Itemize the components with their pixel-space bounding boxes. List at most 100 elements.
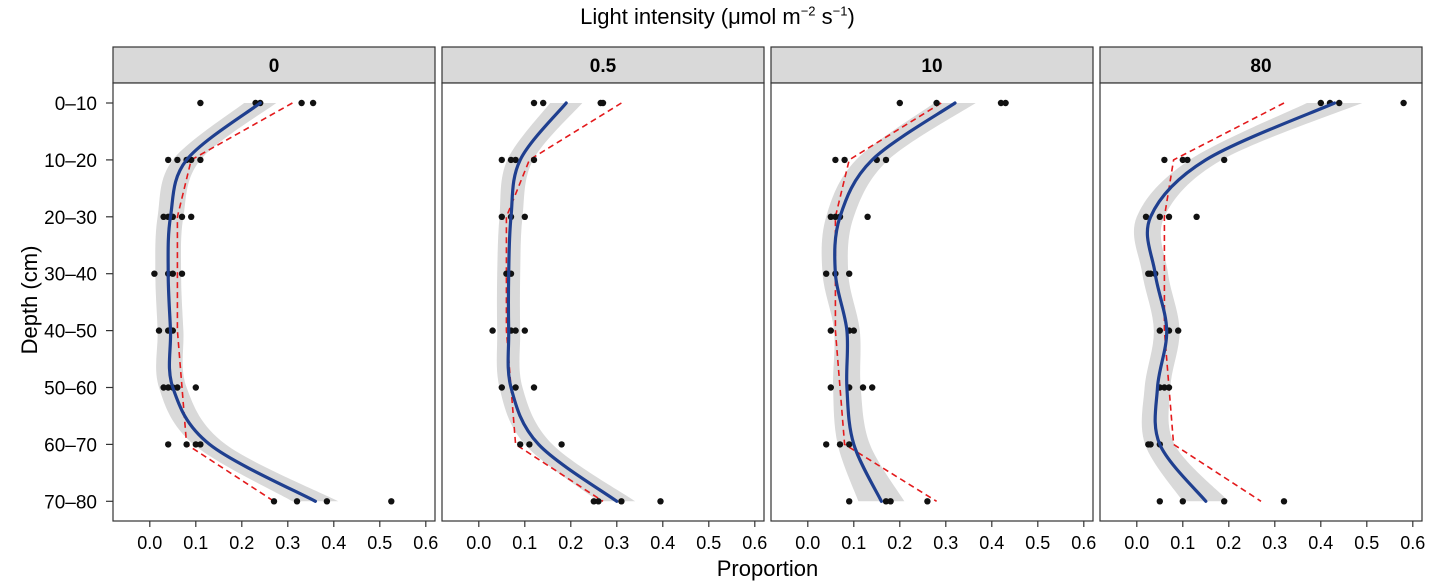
data-point — [896, 99, 903, 107]
data-point — [882, 498, 890, 505]
data-point — [846, 441, 853, 448]
data-point — [498, 384, 505, 391]
smooth-fit-line — [506, 101, 619, 503]
x-tick-label: 0.6 — [742, 533, 767, 553]
x-axis-title: Proportion — [716, 556, 819, 581]
data-point — [517, 441, 524, 448]
plot-area — [441, 82, 765, 522]
data-point — [151, 270, 158, 277]
smooth-fit-line — [833, 101, 957, 503]
x-tick-label: 0.2 — [887, 533, 912, 553]
data-point — [869, 384, 876, 391]
data-point — [526, 441, 533, 448]
data-point — [1179, 498, 1187, 505]
data-point — [169, 270, 176, 277]
data-point — [1142, 213, 1150, 220]
data-point — [997, 99, 1005, 107]
data-point — [512, 156, 519, 164]
data-point — [1147, 441, 1154, 448]
data-point — [823, 441, 830, 448]
data-point — [178, 213, 186, 220]
data-point — [846, 498, 853, 505]
data-point — [270, 498, 278, 505]
x-tick-label: 0.4 — [650, 533, 675, 553]
facet-strip-label: 10 — [921, 56, 942, 77]
data-point — [498, 156, 505, 164]
data-point — [165, 441, 172, 448]
x-tick-label: 0.5 — [367, 533, 392, 553]
x-tick-label: 0.3 — [275, 533, 300, 553]
x-tick-label: 0.5 — [1354, 533, 1379, 553]
data-point — [530, 156, 538, 164]
data-point — [599, 99, 607, 107]
y-tick-label: 30–40 — [44, 265, 97, 286]
x-tick-label: 0.2 — [1216, 533, 1241, 553]
x-tick-label: 0.6 — [1400, 533, 1425, 553]
plot-area — [770, 82, 1094, 522]
facet-panel-0: 0 0.0 0.1 0.2 0.3 0.4 0.5 0.6 — [112, 46, 438, 553]
data-point — [924, 498, 931, 505]
data-point — [512, 384, 519, 391]
data-point — [530, 384, 538, 391]
data-point — [1161, 384, 1168, 391]
data-point — [192, 384, 199, 391]
mean-dashed-line — [505, 102, 622, 502]
data-point — [836, 441, 844, 448]
y-tick-label: 40–50 — [44, 322, 97, 343]
x-tick-label: 0.0 — [1124, 533, 1149, 553]
data-point — [1002, 99, 1009, 107]
x-tick-label: 0.2 — [558, 533, 583, 553]
data-point — [197, 99, 204, 107]
data-point — [882, 156, 890, 164]
data-point — [309, 99, 317, 107]
facet-strip — [441, 46, 765, 84]
data-point — [827, 327, 834, 334]
x-tick-label: 0.3 — [933, 533, 958, 553]
x-tick-label: 0.5 — [696, 533, 721, 553]
facet-title-mid: s — [815, 4, 833, 29]
x-tick-label: 0.0 — [795, 533, 820, 553]
data-point — [1175, 327, 1182, 334]
data-point — [1317, 99, 1325, 107]
x-tick-label: 0.3 — [1262, 533, 1287, 553]
confidence-ribbon — [821, 103, 976, 502]
y-tick-label: 10–20 — [44, 151, 97, 172]
data-point — [160, 384, 167, 391]
data-point — [887, 498, 894, 505]
data-point — [859, 384, 867, 391]
data-point — [521, 327, 528, 334]
smooth-fit-line — [1145, 101, 1337, 503]
data-point — [1221, 498, 1228, 505]
data-point — [823, 270, 830, 277]
data-point — [388, 498, 395, 505]
data-point — [864, 213, 871, 220]
data-point — [178, 270, 186, 277]
x-tick-label: 0.4 — [321, 533, 346, 553]
smooth-fit-line — [166, 101, 317, 503]
confidence-ribbon — [1133, 103, 1363, 502]
x-tick-label: 0.1 — [841, 533, 866, 553]
y-tick-label: 0–10 — [55, 94, 97, 115]
data-point — [507, 156, 515, 164]
data-point — [558, 441, 565, 448]
data-point — [498, 213, 505, 220]
data-point — [183, 441, 190, 448]
data-point — [521, 213, 528, 220]
data-point — [489, 327, 496, 334]
mean-dashed-line — [834, 102, 942, 502]
data-point — [323, 498, 331, 505]
facet-title-prefix: Light intensity (μmol m — [580, 4, 801, 29]
facet-strip — [112, 46, 436, 84]
plot-area — [1099, 82, 1423, 522]
facet-title-suffix: ) — [847, 4, 855, 29]
data-point — [1280, 498, 1288, 505]
x-tick-label: 0.6 — [1071, 533, 1096, 553]
y-tick-label: 60–70 — [44, 435, 97, 456]
data-point — [174, 384, 181, 391]
facet-panel-80: 80 0.0 0.1 0.2 0.3 0.4 0.5 0.6 — [1099, 46, 1425, 553]
data-point — [832, 156, 839, 164]
y-tick-label: 70–80 — [44, 492, 97, 513]
x-tick-label: 0.5 — [1025, 533, 1050, 553]
x-tick-label: 0.3 — [604, 533, 629, 553]
data-point — [1156, 498, 1164, 505]
